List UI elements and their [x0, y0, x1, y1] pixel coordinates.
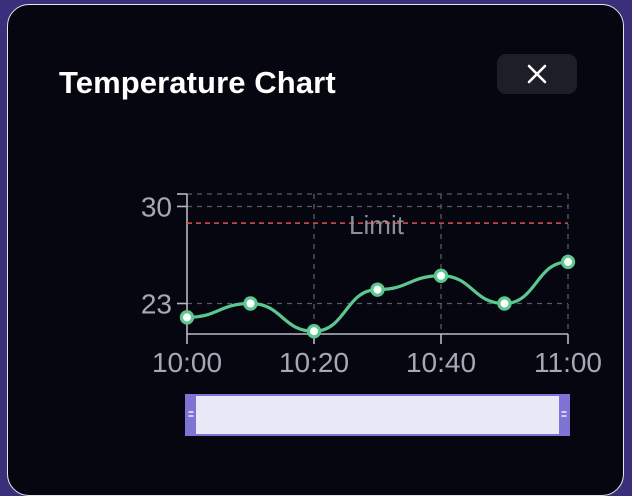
range-slider-track[interactable]	[185, 394, 570, 436]
data-point[interactable]	[560, 254, 576, 270]
close-button[interactable]	[497, 54, 577, 94]
dialog-title: Temperature Chart	[59, 65, 336, 100]
limit-label: Limit	[349, 210, 405, 240]
x-tick-label: 10:40	[406, 347, 476, 378]
x-tick-label: 10:00	[152, 347, 222, 378]
data-point[interactable]	[433, 268, 449, 283]
close-icon	[527, 64, 547, 84]
limit: Limit	[187, 210, 568, 240]
range-slider-grips	[188, 411, 567, 417]
range-slider-right-handle[interactable]	[559, 395, 569, 435]
data-point[interactable]	[370, 282, 385, 297]
data-points	[179, 254, 576, 339]
data-point[interactable]	[306, 324, 322, 339]
data-point[interactable]	[497, 296, 512, 311]
tick-labels: 23 30 10:00 10:20 10:40 11:00	[141, 191, 602, 378]
y-tick-label: 23	[141, 289, 172, 320]
data-point[interactable]	[243, 296, 258, 311]
x-tick-label: 10:20	[279, 347, 349, 378]
x-tick-label: 11:00	[534, 347, 602, 378]
data-point[interactable]	[179, 310, 195, 325]
range-slider[interactable]	[185, 394, 570, 436]
range-slider-left-handle[interactable]	[186, 395, 196, 435]
y-tick-label: 30	[141, 191, 172, 222]
